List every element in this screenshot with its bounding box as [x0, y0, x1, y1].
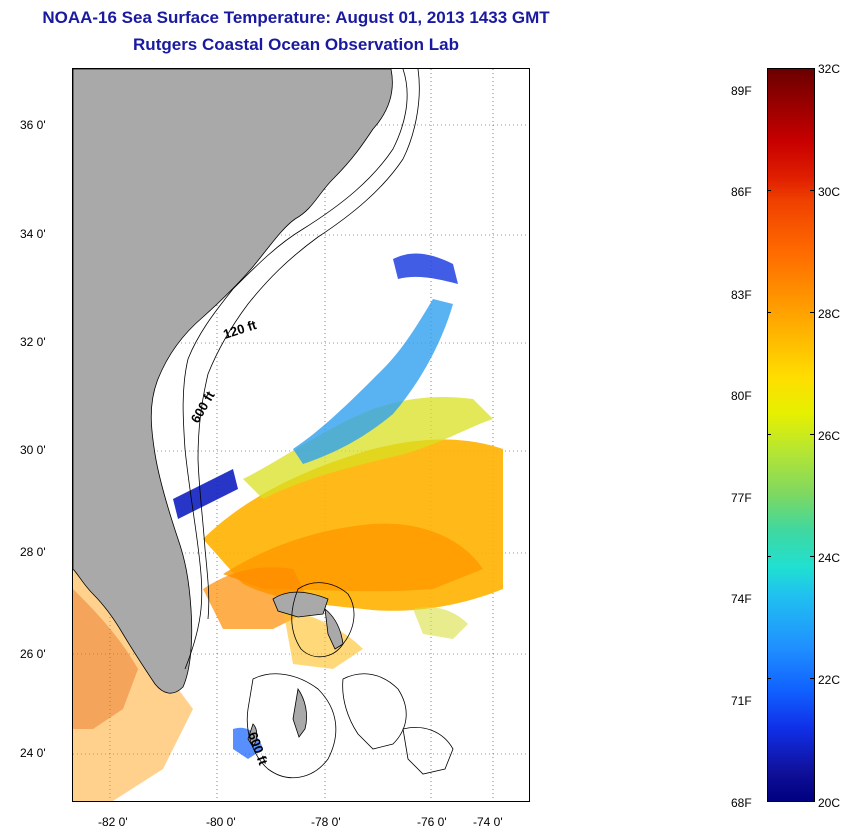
colorbar-c-26: 26C — [818, 429, 841, 443]
colorbar-tick — [810, 434, 814, 435]
colorbar-tick — [767, 190, 771, 191]
colorbar-f-80: 80F — [731, 389, 752, 403]
colorbar-f-68: 68F — [731, 796, 752, 810]
colorbar-c-20: 20C — [818, 796, 841, 810]
map-title: NOAA-16 Sea Surface Temperature: August … — [42, 8, 550, 27]
colorbar-f-83: 83F — [731, 288, 752, 302]
lat-label-30: 30 0' — [20, 443, 46, 457]
colorbar-tick — [810, 312, 814, 313]
contour-label-120ft: 120 ft — [221, 317, 259, 342]
colorbar-tick — [810, 556, 814, 557]
colorbar-c-22: 22C — [818, 673, 841, 687]
sst-map: 120 ft 600 ft 600 ft — [72, 68, 530, 802]
colorbar-tick — [767, 678, 771, 679]
contour-label-600ft-north: 600 ft — [188, 388, 218, 425]
sst-data — [73, 253, 503, 801]
lat-label-32: 32 0' — [20, 335, 46, 349]
bahamas-island-1 — [272, 591, 329, 618]
lon-label-74: -74 0' — [473, 815, 503, 829]
lat-label-34: 34 0' — [20, 227, 46, 241]
map-subtitle: Rutgers Coastal Ocean Observation Lab — [133, 35, 459, 54]
colorbar-c-24: 24C — [818, 551, 841, 565]
bahamas-island-2 — [324, 608, 344, 650]
colorbar-tick — [767, 434, 771, 435]
land-us-florida — [73, 69, 393, 694]
lat-label-26: 26 0' — [20, 647, 46, 661]
colorbar-f-74: 74F — [731, 592, 752, 606]
lon-label-82: -82 0' — [98, 815, 128, 829]
colorbar-c-32: 32C — [818, 62, 841, 76]
colorbar-tick — [810, 190, 814, 191]
bahamas-island-3 — [292, 687, 307, 738]
lon-label-78: -78 0' — [311, 815, 341, 829]
colorbar-tick — [767, 312, 771, 313]
colorbar-tick — [810, 678, 814, 679]
colorbar-c-28: 28C — [818, 307, 841, 321]
lat-label-28: 28 0' — [20, 545, 46, 559]
lat-label-36: 36 0' — [20, 118, 46, 132]
colorbar-f-89: 89F — [731, 84, 752, 98]
colorbar-f-86: 86F — [731, 185, 752, 199]
temperature-colorbar — [767, 68, 815, 802]
lon-label-80: -80 0' — [206, 815, 236, 829]
sst-map-svg: 120 ft 600 ft 600 ft — [73, 69, 529, 801]
colorbar-tick — [767, 556, 771, 557]
bathymetry-contours — [182, 69, 454, 778]
lon-label-76: -76 0' — [417, 815, 447, 829]
colorbar-f-71: 71F — [731, 694, 752, 708]
colorbar-c-30: 30C — [818, 185, 841, 199]
lat-label-24: 24 0' — [20, 746, 46, 760]
colorbar-f-77: 77F — [731, 491, 752, 505]
